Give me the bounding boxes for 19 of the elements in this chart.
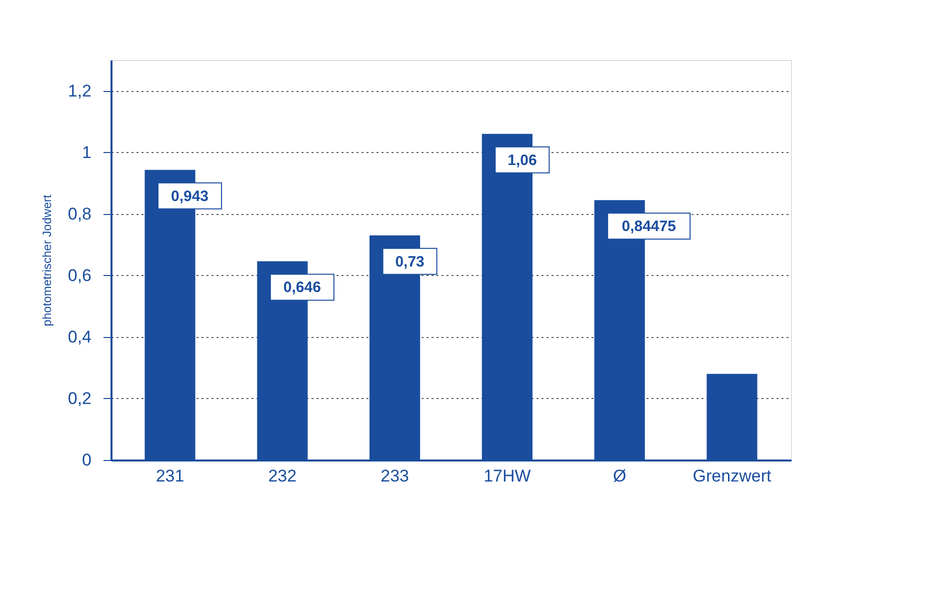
y-tick-label: 0,8: [68, 204, 92, 224]
data-label: 0,943: [170, 188, 209, 205]
x-tick-label: 233: [380, 466, 409, 486]
y-axis-title: photometrischer Jodwert: [40, 194, 54, 326]
y-tick-label: 0,4: [68, 327, 92, 346]
data-label: 0,73: [395, 253, 424, 270]
y-tick-label: 0: [82, 450, 92, 470]
y-tick-label: 0,6: [68, 266, 92, 285]
data-label: 0,84475: [622, 218, 676, 236]
data-label: 0,646: [283, 279, 321, 296]
x-tick-label: Ø: [612, 466, 626, 486]
y-tick-label: 1: [82, 142, 92, 162]
x-tick-label: Grenzwert: [692, 466, 772, 486]
data-label: 1,06: [508, 152, 537, 169]
x-tick-label: 17HW: [484, 466, 531, 486]
x-tick-label: 231: [156, 466, 184, 486]
y-tick-label: 1,2: [68, 81, 92, 100]
x-tick-label: 232: [268, 466, 297, 486]
y-tick-label: 0,2: [68, 388, 92, 408]
